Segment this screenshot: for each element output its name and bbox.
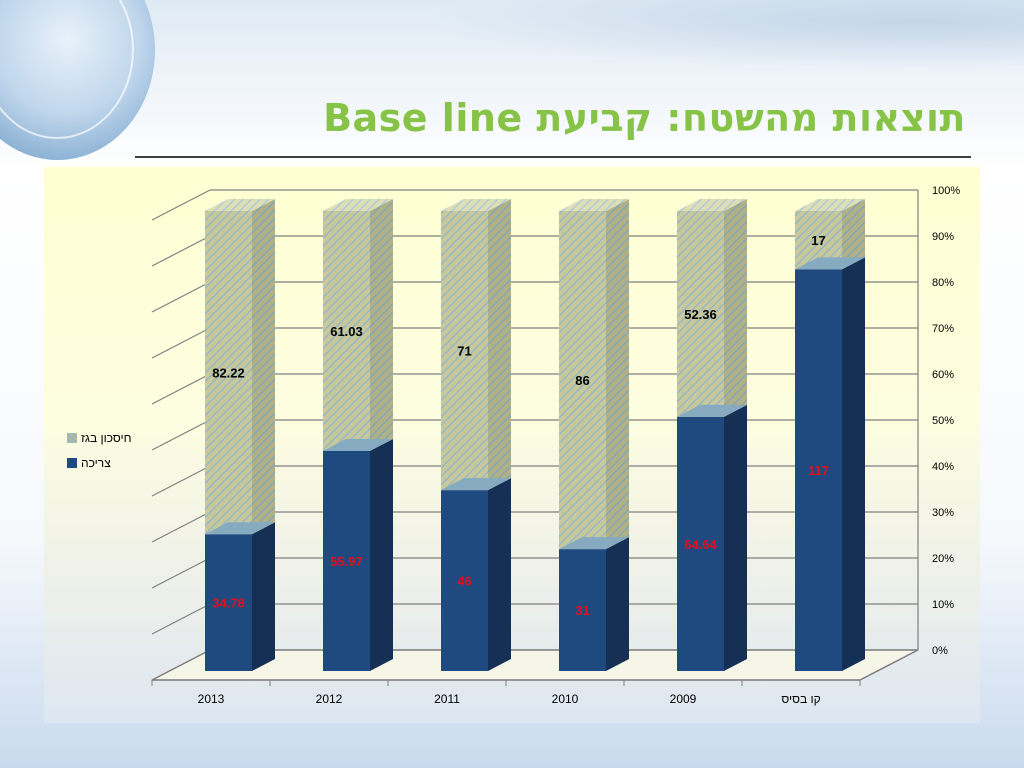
data-label-consumption: 55.97	[330, 554, 363, 569]
bar-saving-side	[842, 199, 865, 270]
legend-swatch-consumption	[67, 457, 77, 468]
bar-consumption-top	[559, 537, 629, 550]
y-tick-label: 50%	[932, 415, 954, 427]
gridline-side	[151, 373, 211, 405]
x-tick-label: 2010	[552, 692, 579, 706]
bar-saving	[323, 211, 370, 451]
data-label-saving: 71	[457, 344, 471, 359]
y-tick-label: 20%	[932, 553, 954, 565]
bar-saving-side	[724, 199, 747, 417]
bar-consumption-top	[205, 522, 275, 535]
bar-consumption-side	[252, 522, 275, 671]
bar-consumption-top	[323, 438, 393, 451]
gridline-side	[151, 281, 211, 313]
bar-saving-top	[677, 199, 747, 211]
gridline-side	[151, 189, 211, 221]
x-tick-label: 2013	[198, 692, 225, 706]
y-tick-label: 90%	[932, 231, 954, 243]
bar-saving-top	[323, 199, 393, 211]
bar-consumption-top	[677, 404, 747, 417]
y-tick-label: 40%	[932, 461, 954, 473]
title-divider	[135, 156, 971, 158]
data-label-consumption: 31	[575, 603, 589, 618]
legend-label-consumption: צריכה	[81, 455, 111, 470]
bar-consumption-side	[842, 257, 865, 671]
y-tick-label: 80%	[932, 277, 954, 289]
y-tick-label: 10%	[932, 599, 954, 611]
bar-consumption-side	[606, 537, 629, 671]
data-label-consumption: 34.78	[212, 596, 245, 611]
bar-consumption-side	[488, 478, 511, 671]
bar-saving-side	[252, 199, 275, 535]
legend-swatch-saving	[67, 432, 77, 443]
slide-title: תוצאות מהשטח: קביעת Base line	[323, 96, 966, 140]
bar-consumption-top	[441, 478, 511, 491]
bar-saving	[205, 211, 252, 535]
bar-saving-side	[606, 199, 629, 550]
data-label-saving: 86	[575, 373, 589, 388]
y-tick-label: 60%	[932, 369, 954, 381]
bar-consumption-top	[795, 257, 865, 270]
data-label-consumption: 46	[457, 574, 471, 589]
y-tick-label: 70%	[932, 323, 954, 335]
y-tick-label: 100%	[932, 185, 960, 197]
bar-saving-side	[488, 199, 511, 491]
bar-saving-top	[205, 199, 275, 211]
chart-legend: חיסכון בגז צריכה	[67, 425, 132, 475]
bar-saving	[559, 211, 606, 550]
bar-saving	[441, 211, 488, 491]
gridline-side	[151, 649, 211, 681]
bar-consumption	[205, 534, 252, 671]
y-axis-floor	[859, 649, 919, 681]
bar-consumption-side	[370, 438, 393, 671]
bar-consumption	[559, 549, 606, 671]
bar-saving-top	[441, 199, 511, 211]
data-label-saving: 52.36	[684, 307, 717, 322]
gridline-side	[151, 327, 211, 359]
x-tick-label: 2012	[316, 692, 343, 706]
gridline-side	[151, 511, 211, 543]
x-tick-label: 2009	[670, 692, 697, 706]
data-label-consumption: 117	[808, 463, 829, 478]
chart-bars	[205, 199, 865, 671]
chart-labels: 0% 10% 20% 30% 40% 50% 60% 70% 80% 90% 100% 34.78 82…	[198, 185, 961, 706]
x-tick-label: 2011	[434, 692, 460, 706]
y-tick-label: 30%	[932, 507, 954, 519]
bar-consumption	[795, 269, 842, 671]
y-tick-label: 0%	[932, 645, 948, 657]
legend-item-consumption: צריכה	[67, 450, 132, 475]
legend-label-saving: חיסכון בגז	[81, 430, 132, 445]
bar-saving-top	[795, 199, 865, 211]
bar-saving-side	[370, 199, 393, 451]
data-label-consumption: 64.64	[684, 537, 717, 552]
gridline-side	[151, 419, 211, 451]
data-label-saving: 82.22	[212, 366, 245, 381]
header-swirl-decoration	[420, 0, 1024, 70]
bar-consumption	[677, 416, 724, 671]
bar-consumption-side	[724, 404, 747, 671]
bar-saving-top	[559, 199, 629, 211]
bar-saving	[677, 211, 724, 417]
data-label-saving: 17	[811, 233, 825, 248]
bar-consumption	[323, 450, 370, 671]
gridline-side	[151, 603, 211, 635]
gridline-side	[151, 557, 211, 589]
gridline-side	[151, 465, 211, 497]
bar-consumption	[441, 490, 488, 671]
legend-item-saving: חיסכון בגז	[67, 425, 132, 450]
data-label-saving: 61.03	[330, 324, 363, 339]
gridline-side	[151, 235, 211, 267]
x-tick-label: קו בסיס	[781, 692, 820, 706]
